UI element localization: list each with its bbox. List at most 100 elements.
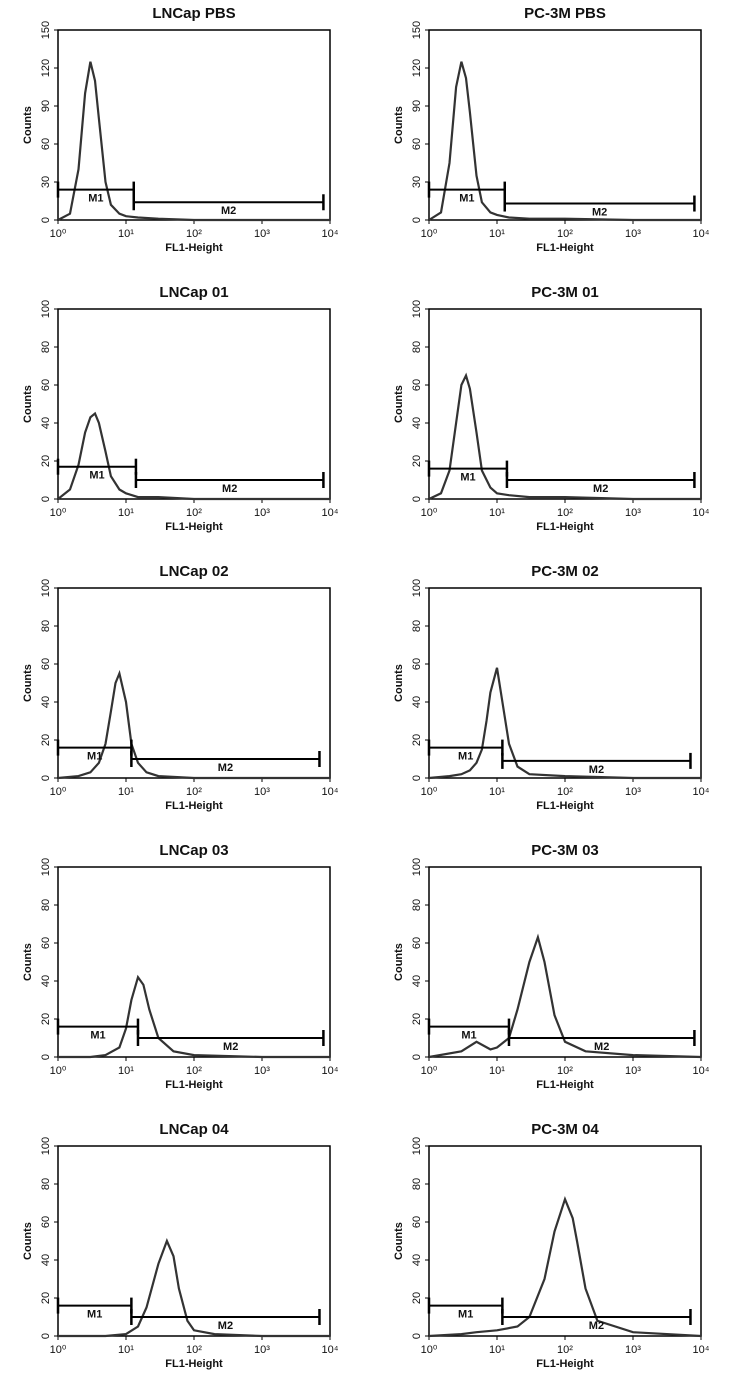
x-tick-label: 10² xyxy=(557,228,573,240)
y-axis-label: Counts xyxy=(22,1222,34,1260)
y-tick-label: 0 xyxy=(411,1054,423,1060)
y-tick-label: 20 xyxy=(411,455,423,467)
x-tick-label: 10² xyxy=(186,1065,202,1077)
y-tick-label: 40 xyxy=(411,1254,423,1266)
gate-label: M2 xyxy=(218,1320,233,1332)
panel-title: LNCap 04 xyxy=(159,1121,229,1138)
x-tick-label: 10⁴ xyxy=(693,1344,710,1356)
panel-title: PC-3M 04 xyxy=(531,1121,599,1138)
y-tick-label: 100 xyxy=(40,858,52,876)
x-axis-label: FL1-Height xyxy=(165,1079,223,1091)
y-tick-label: 150 xyxy=(411,21,423,39)
x-tick-label: 10³ xyxy=(254,507,270,519)
y-tick-label: 20 xyxy=(411,734,423,746)
panel-title: PC-3M 03 xyxy=(531,842,599,859)
x-tick-label: 10³ xyxy=(254,228,270,240)
x-tick-label: 10² xyxy=(186,228,202,240)
y-tick-label: 20 xyxy=(411,1292,423,1304)
x-tick-label: 10¹ xyxy=(118,228,134,240)
histogram-curve xyxy=(428,667,701,780)
y-tick-label: 20 xyxy=(40,734,52,746)
x-axis-label: FL1-Height xyxy=(536,242,594,254)
y-tick-label: 40 xyxy=(40,975,52,987)
y-tick-label: 100 xyxy=(411,300,423,318)
x-tick-label: 10¹ xyxy=(489,1344,505,1356)
x-tick-label: 10⁰ xyxy=(50,507,67,519)
x-tick-label: 10¹ xyxy=(118,1344,134,1356)
y-tick-label: 80 xyxy=(40,899,52,911)
gate-label: M1 xyxy=(87,1309,102,1321)
y-tick-label: 80 xyxy=(411,1178,423,1190)
y-axis-label: Counts xyxy=(393,943,405,981)
gate-label: M2 xyxy=(589,1320,604,1332)
histogram-curve xyxy=(57,669,330,780)
y-tick-label: 80 xyxy=(411,620,423,632)
x-tick-label: 10⁰ xyxy=(421,507,438,519)
gate-label: M2 xyxy=(223,1041,238,1053)
x-tick-label: 10⁰ xyxy=(421,786,438,798)
x-tick-label: 10⁴ xyxy=(322,1344,339,1356)
y-tick-label: 0 xyxy=(40,496,52,502)
plot-frame xyxy=(428,587,702,779)
gate-label: M2 xyxy=(221,205,236,217)
x-tick-label: 10³ xyxy=(254,786,270,798)
x-tick-label: 10⁴ xyxy=(693,507,710,519)
histogram-curve xyxy=(428,372,701,501)
y-tick-label: 20 xyxy=(411,1013,423,1025)
gate-label: M1 xyxy=(458,1309,473,1321)
x-axis-label: FL1-Height xyxy=(536,521,594,533)
histogram-curve xyxy=(428,1195,702,1338)
y-tick-label: 80 xyxy=(411,899,423,911)
y-tick-label: 0 xyxy=(40,217,52,223)
y-axis-label: Counts xyxy=(22,385,34,423)
y-axis-label: Counts xyxy=(393,385,405,423)
x-axis-label: FL1-Height xyxy=(536,1079,594,1091)
y-tick-label: 40 xyxy=(40,1254,52,1266)
gate-label: M1 xyxy=(88,193,103,205)
y-tick-label: 60 xyxy=(411,658,423,670)
x-tick-label: 10² xyxy=(557,1065,573,1077)
x-tick-label: 10² xyxy=(186,786,202,798)
x-axis-label: FL1-Height xyxy=(536,800,594,812)
gate-label: M2 xyxy=(222,483,237,495)
x-tick-label: 10² xyxy=(557,786,573,798)
plot-frame xyxy=(57,587,331,779)
y-tick-label: 0 xyxy=(411,217,423,223)
x-axis-label: FL1-Height xyxy=(165,242,223,254)
y-tick-label: 150 xyxy=(40,21,52,39)
y-tick-label: 40 xyxy=(40,696,52,708)
x-tick-label: 10¹ xyxy=(118,1065,134,1077)
panel-title: PC-3M 01 xyxy=(531,284,599,301)
gate-label: M2 xyxy=(594,1041,609,1053)
x-tick-label: 10⁴ xyxy=(322,228,339,240)
x-tick-label: 10³ xyxy=(625,1344,641,1356)
histogram-curve xyxy=(58,974,330,1059)
y-tick-label: 20 xyxy=(40,1292,52,1304)
y-tick-label: 100 xyxy=(40,300,52,318)
y-tick-label: 0 xyxy=(40,775,52,781)
y-tick-label: 80 xyxy=(40,1178,52,1190)
y-axis-label: Counts xyxy=(393,1222,405,1260)
y-tick-label: 0 xyxy=(411,775,423,781)
y-tick-label: 0 xyxy=(40,1333,52,1339)
x-tick-label: 10² xyxy=(557,507,573,519)
x-tick-label: 10³ xyxy=(254,1344,270,1356)
y-axis-label: Counts xyxy=(22,664,34,702)
x-tick-label: 10¹ xyxy=(489,228,505,240)
x-tick-label: 10³ xyxy=(625,507,641,519)
gate-label: M2 xyxy=(593,483,608,495)
panel-title: LNCap 01 xyxy=(159,284,228,301)
x-tick-label: 10² xyxy=(186,1344,202,1356)
y-tick-label: 40 xyxy=(40,417,52,429)
plot-frame xyxy=(57,1145,331,1337)
y-tick-label: 120 xyxy=(40,59,52,77)
gate-label: M1 xyxy=(90,1030,105,1042)
x-tick-label: 10³ xyxy=(625,786,641,798)
x-tick-label: 10⁴ xyxy=(322,1065,339,1077)
panel-title: LNCap 02 xyxy=(159,563,228,580)
plot-frame xyxy=(428,1145,702,1337)
x-tick-label: 10⁴ xyxy=(322,786,339,798)
x-tick-label: 10³ xyxy=(625,1065,641,1077)
x-axis-label: FL1-Height xyxy=(165,521,223,533)
